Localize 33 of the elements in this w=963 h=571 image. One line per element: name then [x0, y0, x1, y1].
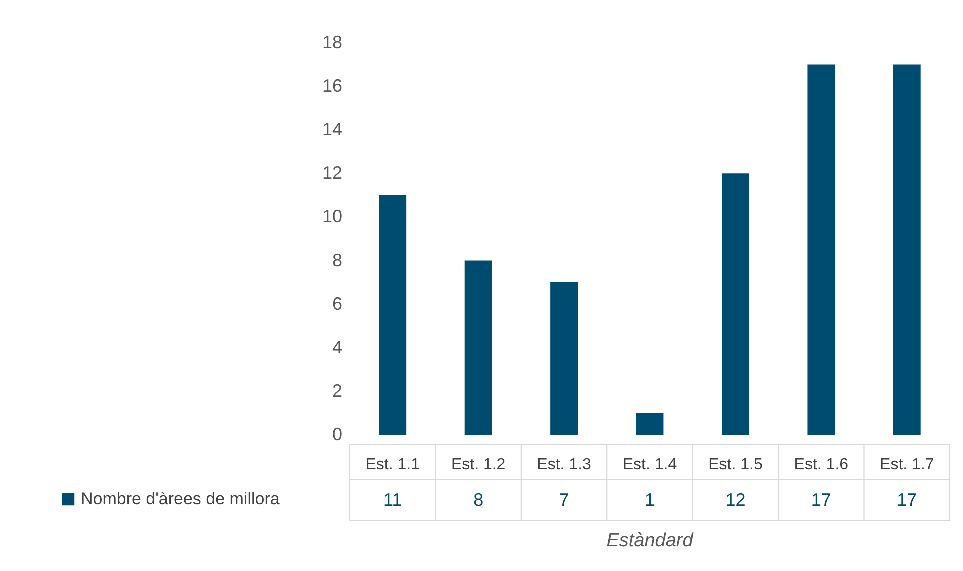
x-tick-label: Est. 1.5 [708, 456, 763, 474]
data-label: 8 [474, 490, 484, 510]
y-tick-label: 10 [322, 206, 342, 227]
bar [550, 282, 578, 435]
x-tick-label: Est. 1.1 [366, 456, 420, 474]
x-tick-label: Est. 1.7 [880, 456, 934, 474]
x-axis-title: Estàndard [606, 530, 695, 552]
x-tick-label: Est. 1.3 [537, 456, 592, 474]
y-tick-label: 4 [332, 337, 342, 358]
bar [379, 195, 407, 435]
data-label: 12 [726, 490, 746, 510]
data-label: 17 [897, 490, 918, 510]
bar [893, 64, 921, 435]
bar [464, 260, 492, 435]
y-tick-label: 2 [332, 380, 342, 401]
y-tick-label: 12 [322, 163, 342, 184]
y-tick-label: 6 [332, 294, 342, 314]
bar [808, 64, 836, 435]
data-label: 11 [384, 490, 402, 510]
data-label: 7 [559, 490, 570, 510]
bar [636, 413, 664, 435]
x-tick-label: Est. 1.4 [622, 456, 678, 474]
y-tick-label: 14 [322, 120, 342, 140]
data-label: 1 [644, 490, 656, 510]
bar [722, 174, 750, 435]
y-tick-label: 18 [322, 32, 342, 52]
data-label: 17 [811, 490, 832, 510]
legend-label: Nombre d'àrees de millora [81, 490, 280, 508]
x-tick-label: Est. 1.2 [451, 456, 506, 474]
y-tick-label: 0 [332, 424, 342, 444]
y-tick-label: 8 [332, 250, 342, 270]
x-tick-label: Est. 1.6 [794, 456, 849, 474]
y-tick-label: 16 [322, 76, 342, 96]
